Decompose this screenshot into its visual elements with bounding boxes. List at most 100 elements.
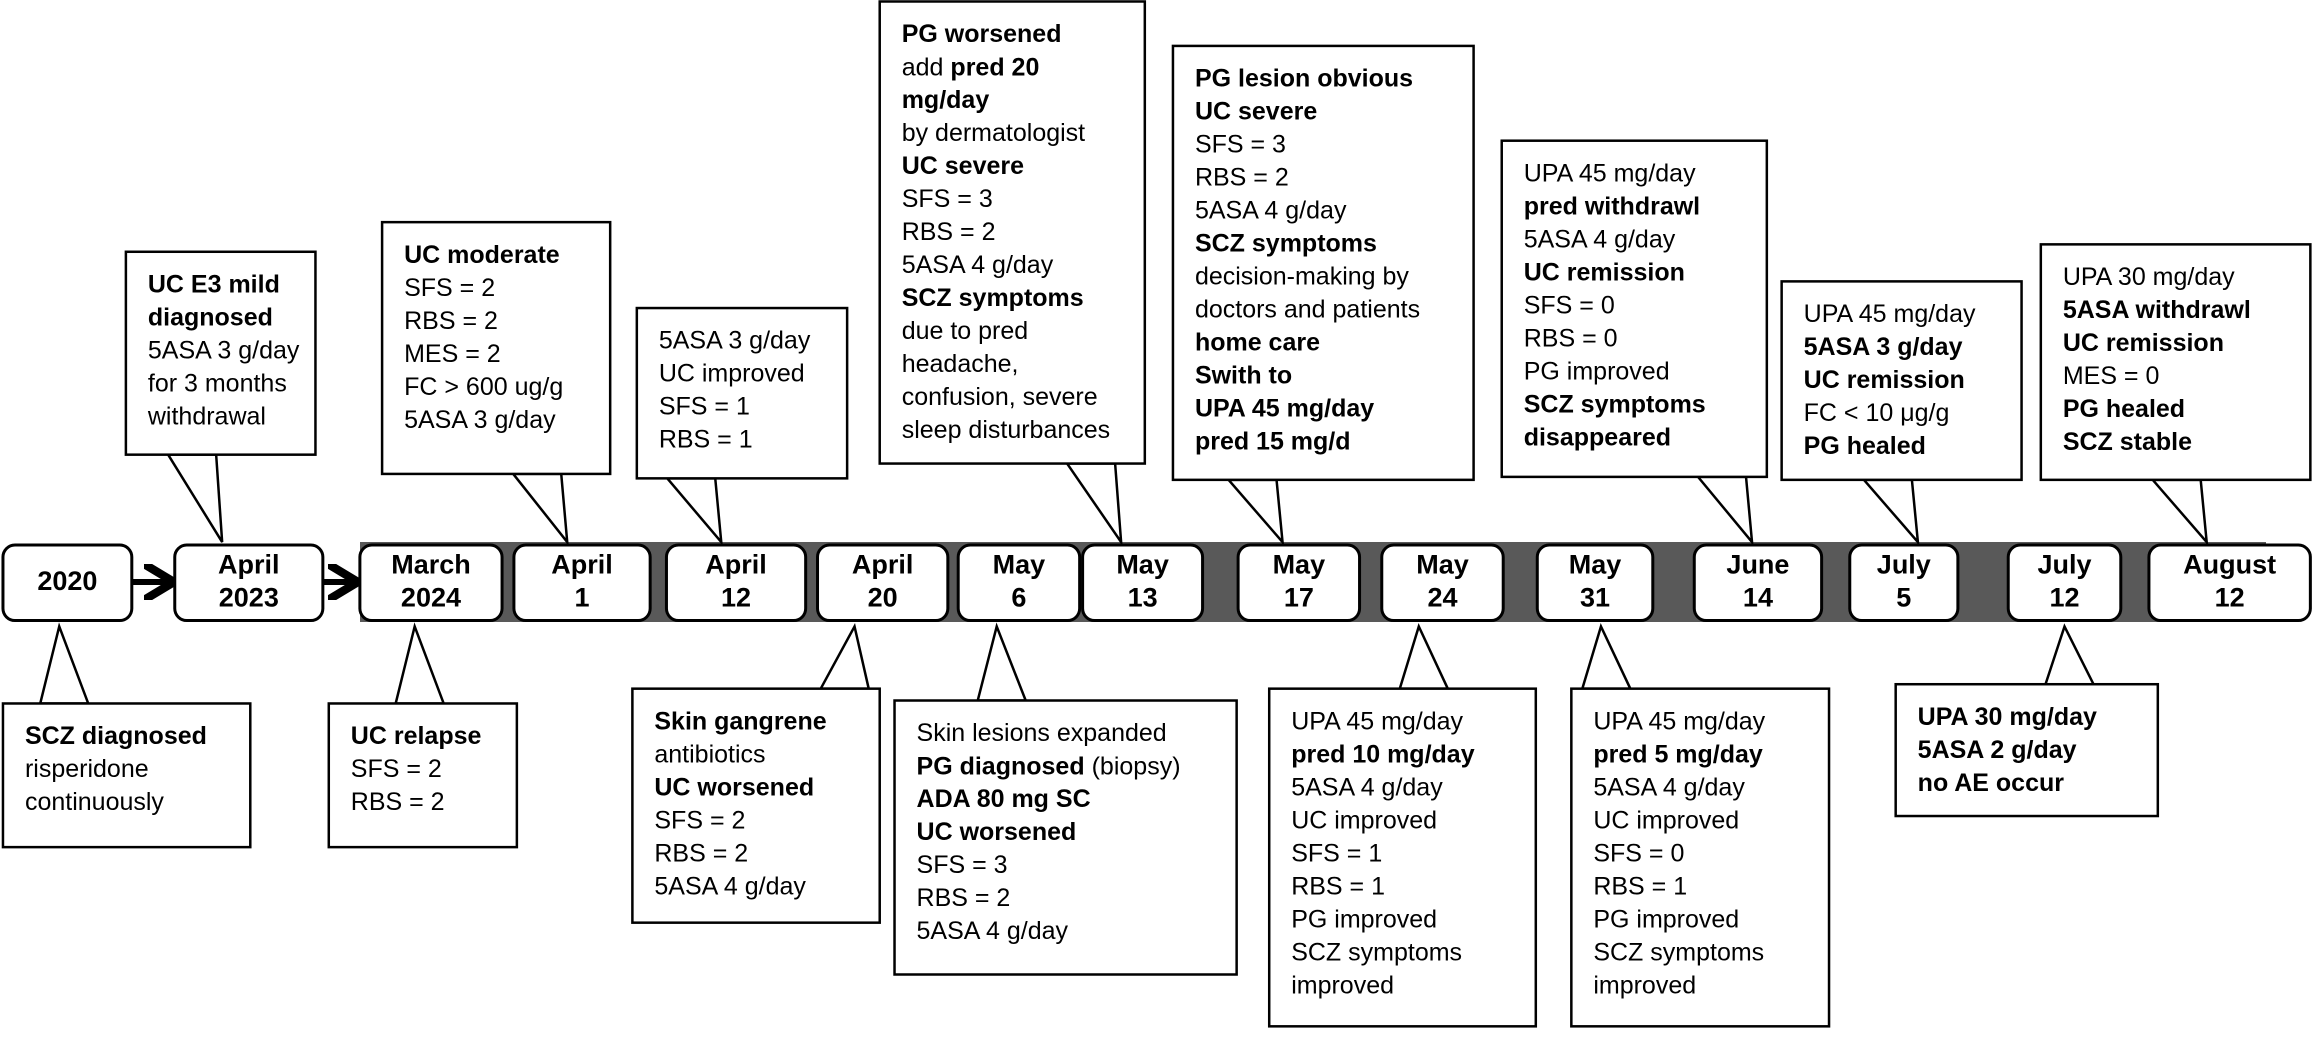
- callout-line: Skin lesions expanded: [917, 719, 1167, 747]
- callout-line: UPA 45 mg/day: [1524, 159, 1696, 187]
- callout-pointer: [1225, 478, 1285, 546]
- callout-line: SCZ symptoms: [1593, 938, 1764, 966]
- callout-line: RBS = 0: [1524, 324, 1618, 352]
- callout-line: SFS = 2: [351, 755, 442, 783]
- date-label: 24: [1427, 582, 1457, 612]
- callout-line: no AE occur: [1918, 769, 2065, 797]
- callout-line: SFS = 1: [1291, 839, 1382, 867]
- callout-box: [1894, 682, 2160, 818]
- callout-line: SCZ symptoms: [1291, 938, 1462, 966]
- date-label: July: [2037, 549, 2091, 579]
- callout-line: continuously: [25, 788, 164, 816]
- callout-line: home care: [1195, 329, 1320, 357]
- callout-pointer: [976, 622, 1028, 702]
- callout-line: UPA 45 mg/day: [1804, 300, 1976, 328]
- date-label: June: [1726, 549, 1789, 579]
- callout-line: SFS = 3: [1195, 131, 1286, 159]
- callout-line: 5ASA 4 g/day: [1195, 197, 1347, 225]
- date-label: 5: [1896, 582, 1911, 612]
- callout-line: antibiotics: [654, 740, 765, 768]
- callout-box: [2039, 243, 2312, 482]
- callout-line: 5ASA withdrawl: [2063, 296, 2251, 324]
- callout-line: diagnosed: [148, 303, 273, 331]
- date-node: [173, 543, 325, 623]
- callout-pointer: [1861, 478, 1920, 546]
- callout-line: RBS = 1: [1593, 872, 1687, 900]
- callout-line: SFS = 3: [917, 851, 1008, 879]
- callout-box: [878, 0, 1147, 465]
- callout-line: RBS = 2: [351, 788, 445, 816]
- callout-line: SFS = 2: [654, 806, 745, 834]
- callout-line: RBS = 2: [917, 884, 1011, 912]
- callout-line: FC < 10 μg/g: [1804, 399, 1950, 427]
- callout-line: RBS = 2: [654, 839, 748, 867]
- date-node: [956, 543, 1082, 623]
- date-node: [664, 543, 808, 623]
- date-label: 12: [2049, 582, 2079, 612]
- callout-line: UC severe: [1195, 98, 1317, 126]
- callout-line: pred 5 mg/day: [1593, 740, 1763, 768]
- callout-line: MES = 0: [2063, 362, 2160, 390]
- callout-line: FC > 600 ug/g: [404, 373, 563, 401]
- date-label: 1: [575, 582, 590, 612]
- callout-line: mg/day: [902, 86, 990, 114]
- callout-line: UC moderate: [404, 241, 560, 269]
- callout-pointer: [1580, 622, 1633, 690]
- date-label: May: [993, 549, 1046, 579]
- callout-line: 5ASA 4 g/day: [902, 251, 1054, 279]
- date-label: 31: [1580, 582, 1610, 612]
- callout-pointer: [165, 453, 224, 543]
- date-label: April: [852, 549, 914, 579]
- callout-line: UC improved: [1593, 806, 1739, 834]
- callout-line: 5ASA 3 g/day: [404, 406, 556, 434]
- callout-line: SCZ symptoms: [1195, 230, 1377, 258]
- callout-line: UC improved: [1291, 806, 1437, 834]
- callout-line: pred 15 mg/d: [1195, 428, 1351, 456]
- date-label: 13: [1128, 582, 1158, 612]
- date-label: 2020: [37, 566, 97, 596]
- date-label: 2024: [401, 582, 461, 612]
- callout-line: RBS = 1: [1291, 872, 1385, 900]
- callout-line: RBS = 2: [902, 218, 996, 246]
- callout-line: UPA 30 mg/day: [2063, 263, 2235, 291]
- callout-line: PG worsened: [902, 20, 1062, 48]
- date-label: May: [1273, 549, 1326, 579]
- callout-line: for 3 months: [148, 369, 287, 397]
- callout-line: 5ASA 4 g/day: [1291, 773, 1443, 801]
- date-label: 2023: [219, 582, 279, 612]
- callout-line: PG healed: [2063, 395, 2185, 423]
- date-label: May: [1569, 549, 1622, 579]
- callout-box: [124, 250, 317, 456]
- callout-line: add pred 20: [902, 53, 1040, 81]
- callout-line: 5ASA 3 g/day: [148, 336, 300, 364]
- callout-box: [1, 702, 252, 849]
- callout-box: [635, 306, 849, 480]
- callout-pointer: [394, 622, 446, 705]
- callout-line: improved: [1291, 971, 1394, 999]
- callout-pointer: [2149, 478, 2209, 546]
- callout-line: 5ASA 4 g/day: [917, 917, 1069, 945]
- callout-box: [1267, 687, 1538, 1028]
- date-node: [1, 543, 134, 623]
- callout-pointer: [510, 472, 569, 547]
- callout-line: UC E3 mild: [148, 270, 280, 298]
- date-label: 6: [1011, 582, 1026, 612]
- callout-line: by dermatologist: [902, 119, 1085, 147]
- callout-pointer: [818, 622, 871, 690]
- callout-pointer: [1398, 622, 1450, 690]
- callout-line: doctors and patients: [1195, 296, 1420, 324]
- date-node: [816, 543, 950, 623]
- callout-pointer: [38, 622, 91, 705]
- callout-box: [631, 687, 881, 924]
- callout-line: 5ASA 4 g/day: [654, 872, 806, 900]
- callout-line: UC relapse: [351, 722, 482, 750]
- callout-line: PG healed: [1804, 432, 1926, 460]
- callout-line: Skin gangrene: [654, 707, 826, 735]
- callout-line: PG improved: [1593, 905, 1739, 933]
- callout-line: headache,: [902, 350, 1019, 378]
- callout-line: UC improved: [659, 360, 805, 388]
- date-label: July: [1877, 549, 1931, 579]
- date-label: March: [391, 549, 471, 579]
- date-node: [1848, 543, 1960, 623]
